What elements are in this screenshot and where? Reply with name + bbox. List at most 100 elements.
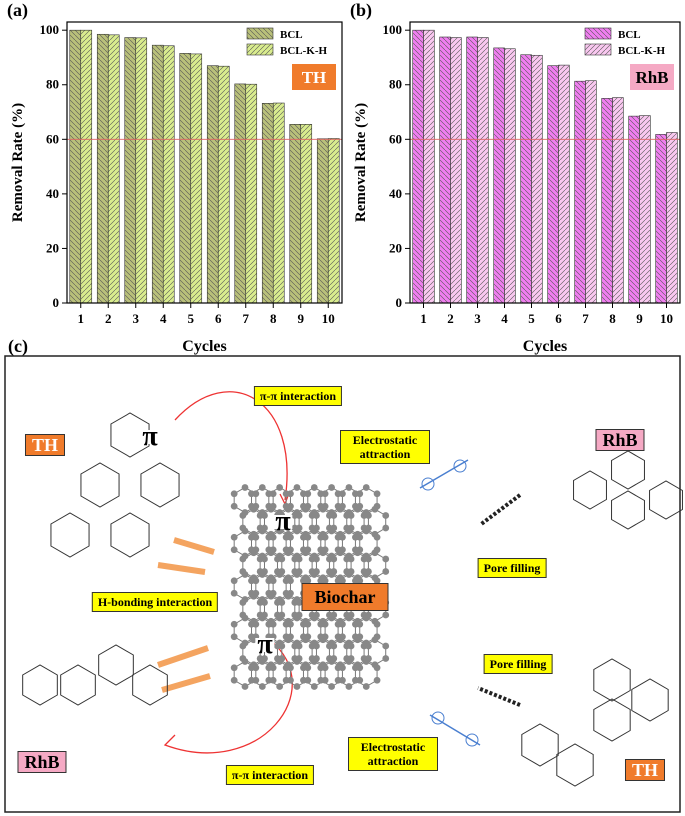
atom [276,571,284,578]
ring [649,480,683,520]
bar [151,44,164,304]
atom [336,549,344,557]
bar [639,115,651,304]
atom [248,620,255,628]
x-tick-label: 1 [420,311,427,326]
atom [230,633,238,641]
atom [328,527,336,535]
atom [300,533,307,541]
diagram-label: TH [624,759,666,781]
atom [276,484,284,491]
bar [558,64,570,304]
atom [302,636,310,644]
atom [258,571,266,578]
atom [328,484,336,491]
atom [310,571,318,578]
bar [124,37,137,304]
atom [282,490,290,498]
diagram-label: Electrostatic attraction [348,737,438,771]
atom [352,490,359,498]
plot-frame [409,21,681,304]
atom [282,664,290,672]
atom [276,614,284,622]
panel-label: (c) [8,336,28,357]
atom [241,658,249,665]
atom [373,533,381,541]
atom [282,620,290,628]
y-tick-label: 40 [389,186,402,201]
atom [328,571,336,578]
atom [352,664,359,672]
legend-label: BCL [618,29,641,41]
y-tick-label: 20 [389,240,402,255]
bar [439,36,451,304]
bar [612,97,624,304]
atom [302,549,310,557]
atom [310,614,318,622]
atom [362,614,370,622]
atom [310,484,318,491]
legend-swatch [246,43,274,56]
atom [239,512,247,519]
pi-symbol: π [273,506,293,537]
atom [334,577,342,585]
x-tick-label: 10 [322,311,335,326]
arrows [157,391,522,754]
atom [241,571,249,578]
atom [310,658,318,665]
atom [382,611,390,619]
ring [140,462,180,508]
atom [362,571,370,578]
bar [450,37,462,304]
atom [248,490,255,498]
atom [284,592,292,600]
bar [666,132,678,304]
atom [300,490,307,498]
atom [336,505,344,513]
atom [371,636,379,644]
atom [317,664,325,672]
y-axis-label: Removal Rate (%) [10,103,26,222]
x-tick-label: 3 [133,311,140,326]
bar [96,33,109,304]
atom [345,683,353,690]
x-tick-label: 9 [298,311,305,326]
x-tick-label: 5 [188,311,195,326]
atom [239,555,247,563]
y-tick-label: 0 [53,295,60,310]
ring [50,512,90,558]
atom [300,664,307,672]
diagram-label: Pore filling [477,558,547,578]
diagram-label: Biochar [301,583,389,611]
atom [334,533,342,541]
ring [593,698,631,742]
atom [326,642,333,650]
bar [107,34,120,304]
atom [382,524,390,532]
atom [343,642,351,650]
atom [250,592,258,600]
atom [317,620,325,628]
x-tick-label: 3 [474,311,481,326]
x-axis-label: Cycles [523,338,567,355]
bar [493,47,505,304]
pi-symbol: π [140,421,160,452]
x-tick-label: 8 [270,311,277,326]
atom [230,546,238,554]
atom [293,571,301,578]
ring [80,462,120,508]
atom [248,664,255,672]
legend-label: BCL-K-H [618,45,666,57]
atom [373,676,381,684]
badge-box [630,64,674,90]
atom [265,620,273,628]
atom [274,555,281,563]
atom [310,527,318,535]
ring [98,644,134,686]
bar [245,83,258,304]
atom [328,658,336,665]
ring [60,664,96,706]
legend-label: BCL-K-H [280,45,328,57]
bar [300,124,313,304]
ring [22,664,58,706]
